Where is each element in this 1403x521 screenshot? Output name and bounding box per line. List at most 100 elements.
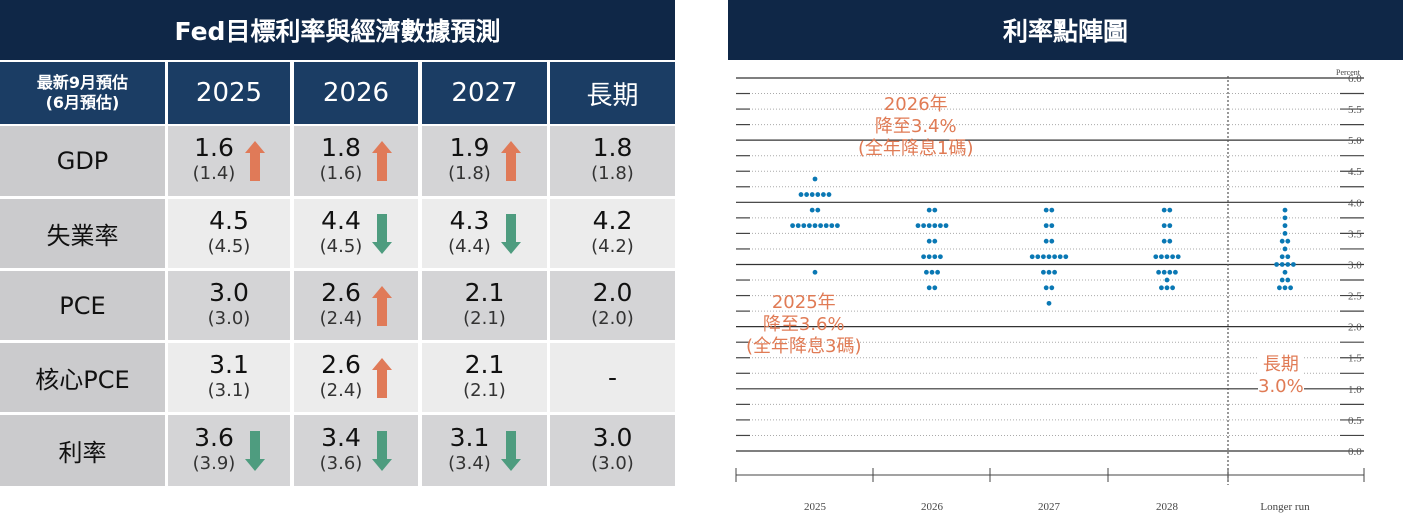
dot-2028 bbox=[1170, 285, 1175, 291]
previous-value: (2.0) bbox=[591, 307, 634, 329]
cell-values: 3.0 (3.0) bbox=[591, 422, 634, 477]
dot-2027 bbox=[1057, 254, 1063, 260]
dot-2028 bbox=[1173, 269, 1178, 275]
dot-2027 bbox=[1063, 254, 1069, 260]
dot-plot: 6.0 5.5 5.0 4.5 4.0 3.5 3.0 2.5 2.0 1.5 1.0 0.5 0.0 P… bbox=[728, 60, 1403, 517]
cell-values: 1.8 (1.8) bbox=[591, 135, 634, 187]
dot-longer-run bbox=[1274, 262, 1279, 267]
previous-value: (2.1) bbox=[463, 379, 506, 401]
dot-2027 bbox=[1041, 254, 1046, 260]
table-cell: 3.1 (3.4) bbox=[422, 415, 547, 486]
y-tick-label: 5.5 bbox=[1348, 104, 1362, 116]
dot-2025 bbox=[804, 192, 809, 197]
dot-2025 bbox=[821, 192, 826, 197]
previous-value: (3.9) bbox=[192, 452, 236, 474]
dot-2026 bbox=[943, 223, 949, 229]
dot-2026 bbox=[915, 223, 921, 229]
dot-2028 bbox=[1153, 254, 1159, 260]
dot-2027 bbox=[1049, 223, 1055, 229]
x-tick-label: 2027 bbox=[1038, 501, 1061, 513]
table-cell: 1.6 (1.4) bbox=[168, 126, 290, 196]
up-arrow-icon bbox=[372, 141, 393, 181]
latest-value: 3.0 bbox=[592, 422, 633, 452]
latest-value: 2.6 bbox=[321, 277, 361, 307]
dot-2025 bbox=[812, 269, 818, 275]
latest-value: 3.0 bbox=[209, 277, 249, 307]
annotation-line: 降至3.6% bbox=[762, 314, 845, 335]
dot-2027 bbox=[1049, 238, 1055, 244]
dot-2026 bbox=[921, 223, 926, 229]
dot-2025 bbox=[823, 223, 829, 229]
cell-values: 1.6 (1.4) bbox=[193, 135, 236, 187]
dot-2025 bbox=[815, 207, 821, 213]
cell-values: 4.5 (4.5) bbox=[208, 205, 251, 260]
dot-longer-run bbox=[1285, 262, 1291, 267]
chart-title: 利率點陣圖 bbox=[728, 0, 1403, 60]
dot-2028 bbox=[1164, 277, 1170, 283]
dot-2025 bbox=[812, 176, 818, 182]
y-tick-label: 6.0 bbox=[1348, 73, 1362, 85]
dot-longer-run bbox=[1282, 231, 1288, 236]
previous-value: (1.8) bbox=[591, 163, 634, 184]
down-arrow-icon bbox=[500, 213, 521, 254]
dot-2027 bbox=[1029, 254, 1035, 260]
previous-value: (4.4) bbox=[448, 235, 491, 257]
latest-value: 4.3 bbox=[449, 205, 490, 235]
annotation-line: (全年降息3碼) bbox=[746, 336, 862, 357]
dot-2025 bbox=[809, 192, 815, 197]
up-arrow-icon bbox=[500, 141, 521, 181]
dot-2027 bbox=[1052, 254, 1057, 260]
cell-values: 2.1 (2.1) bbox=[463, 279, 506, 332]
dot-2026 bbox=[926, 238, 932, 244]
previous-value: (1.4) bbox=[192, 163, 236, 184]
dot-2028 bbox=[1164, 254, 1170, 260]
cell-values: 2.6 (2.4) bbox=[319, 277, 363, 332]
dot-longer-run bbox=[1282, 246, 1288, 252]
dot-longer-run bbox=[1277, 285, 1282, 291]
dot-2028 bbox=[1164, 285, 1170, 291]
dot-2025 bbox=[801, 223, 807, 229]
dot-2026 bbox=[938, 254, 943, 260]
dot-2026 bbox=[932, 254, 938, 260]
y-tick-label: 3.0 bbox=[1348, 259, 1362, 271]
dot-longer-run bbox=[1279, 277, 1285, 283]
dot-2028 bbox=[1161, 269, 1167, 275]
dot-2028 bbox=[1156, 269, 1161, 275]
latest-value: 1.9 bbox=[449, 133, 490, 162]
latest-value: 3.4 bbox=[321, 422, 361, 452]
up-arrow-icon bbox=[245, 141, 266, 181]
latest-value: 2.0 bbox=[592, 277, 633, 307]
x-tick-label: 2028 bbox=[1156, 501, 1179, 513]
latest-value: 4.4 bbox=[321, 205, 361, 235]
previous-value: (2.4) bbox=[319, 307, 363, 329]
annotation-line: 2025年 bbox=[771, 292, 836, 313]
dot-2025 bbox=[815, 192, 821, 197]
previous-value: (3.4) bbox=[448, 452, 491, 474]
latest-value: 4.5 bbox=[209, 205, 249, 235]
table-cell: 1.8 (1.6) bbox=[294, 126, 418, 196]
dot-2026 bbox=[935, 269, 940, 275]
down-arrow-icon bbox=[372, 430, 393, 471]
dot-2025 bbox=[807, 223, 812, 229]
y-axis-label: Percent bbox=[1336, 68, 1361, 77]
dot-2028 bbox=[1161, 207, 1167, 213]
dot-longer-run bbox=[1282, 285, 1288, 291]
dot-longer-run bbox=[1282, 215, 1288, 221]
table-cell: 2.6 (2.4) bbox=[294, 343, 418, 412]
dot-2028 bbox=[1159, 285, 1164, 291]
table-cell: 2.0 (2.0) bbox=[550, 271, 675, 340]
table-cell: 1.8 (1.8) bbox=[550, 126, 675, 196]
dot-longer-run bbox=[1282, 207, 1288, 213]
dot-2028 bbox=[1159, 254, 1164, 260]
y-tick-label: 0.0 bbox=[1348, 446, 1362, 458]
down-arrow-icon bbox=[372, 213, 393, 254]
x-tick-label: Longer run bbox=[1260, 501, 1310, 513]
previous-value: (3.1) bbox=[207, 379, 251, 401]
dot-2027 bbox=[1043, 238, 1049, 244]
dot-longer-run bbox=[1279, 254, 1285, 260]
dot-2026 bbox=[929, 269, 935, 275]
row-label: 失業率 bbox=[0, 199, 165, 268]
dot-longer-run bbox=[1285, 238, 1291, 244]
annotation-line: 降至3.4% bbox=[874, 116, 957, 137]
column-header: 2026 bbox=[294, 62, 418, 124]
